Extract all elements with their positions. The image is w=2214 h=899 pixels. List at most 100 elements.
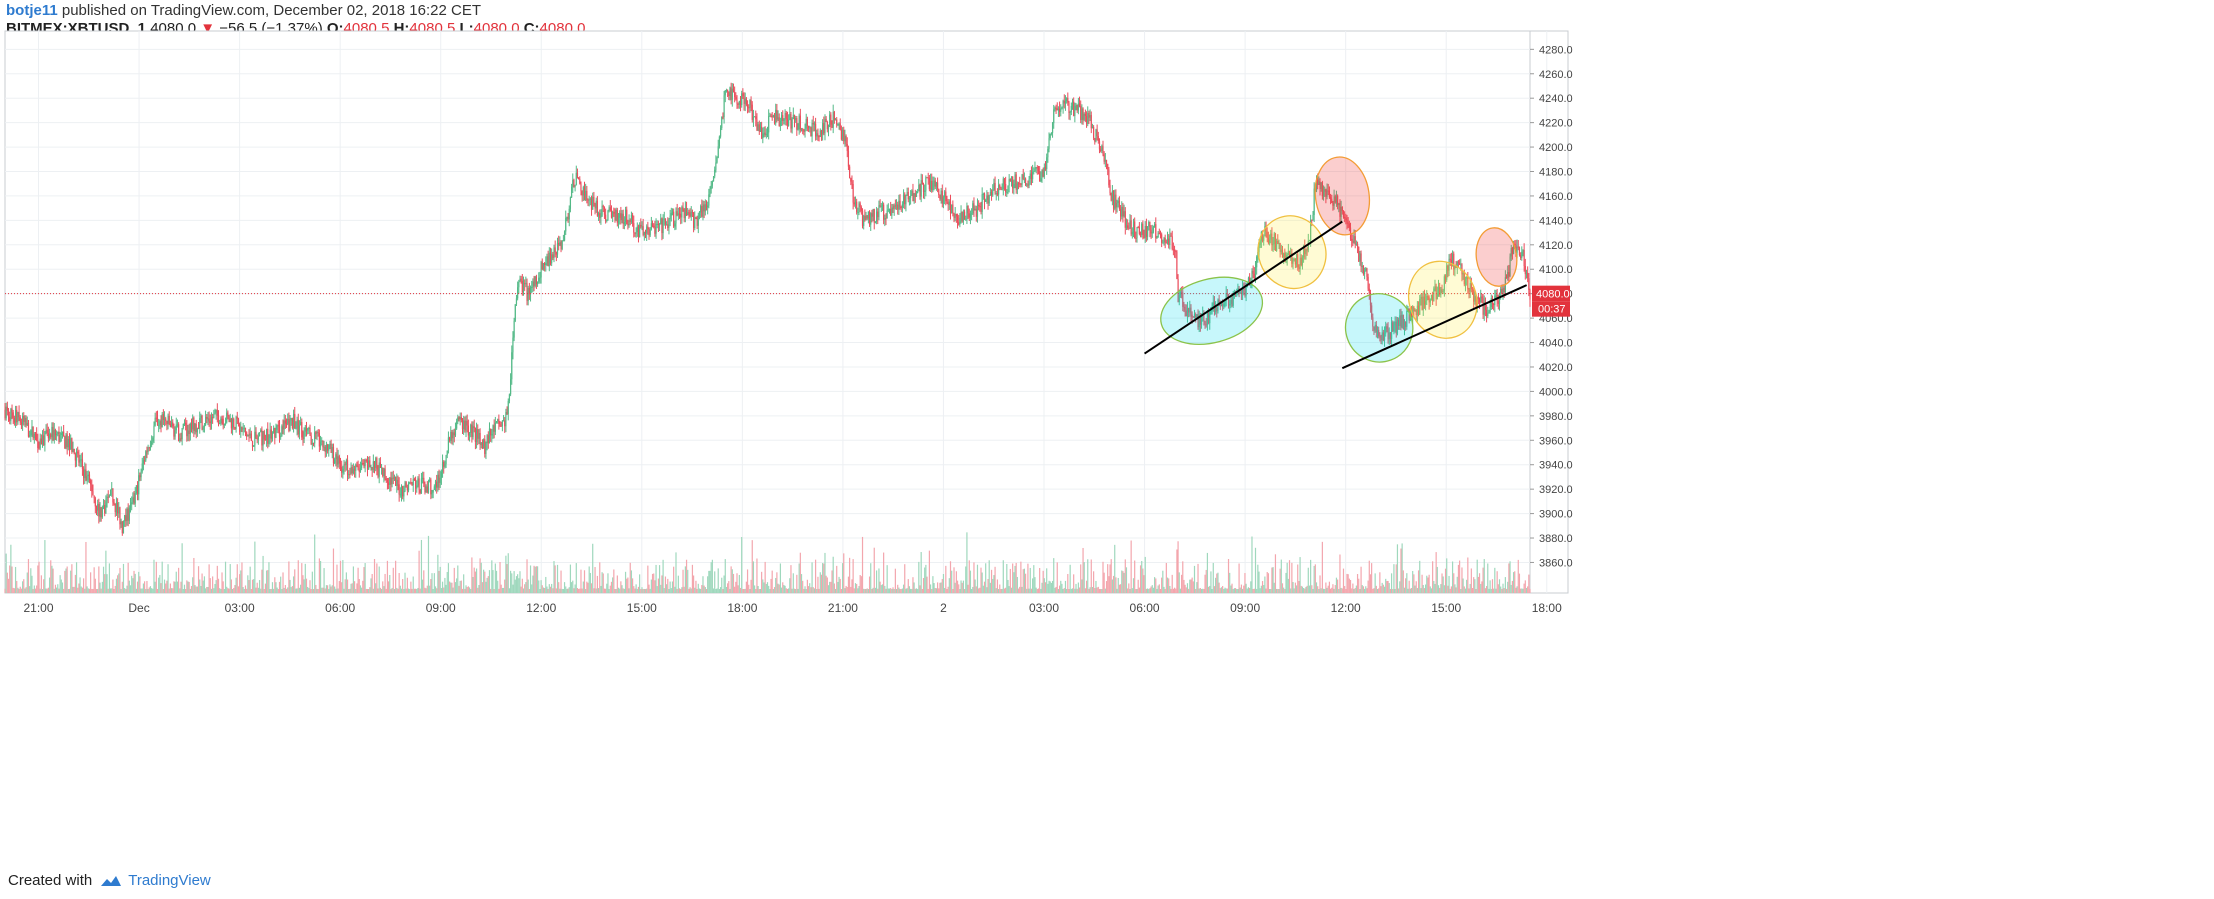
candle-body [1137,227,1139,229]
tradingview-link[interactable]: TradingView [100,872,211,889]
volume-bar [438,570,440,593]
volume-bar [97,588,99,593]
volume-bar [1525,587,1528,593]
volume-bar [322,587,324,593]
volume-bar [605,588,607,593]
candle-body [454,428,457,436]
volume-bar [583,570,586,593]
volume-bar [310,588,312,593]
volume-bar [1528,574,1530,593]
candle-body [362,463,364,465]
volume-bar [1461,567,1463,593]
candle-body [488,428,491,444]
candle-body [483,439,485,449]
volume-bar [439,566,441,593]
publisher-name[interactable]: botje11 [6,2,58,19]
candle-body [1125,225,1128,228]
candle-body [612,211,614,218]
volume-bar [95,588,98,593]
volume-bar [1130,540,1132,593]
candle-body [82,468,85,479]
volume-bar [1263,584,1265,593]
candle-body [1216,307,1218,312]
candle-body [1516,246,1518,253]
candle-body [1158,232,1160,235]
candle-body [480,442,482,445]
candle-body [678,213,681,215]
volume-bar [683,586,685,593]
candle-body [1220,304,1223,306]
candle-body [1332,203,1334,206]
volume-bar [358,579,360,593]
volume-bar [94,578,96,593]
volume-bar [1209,585,1211,593]
volume-bar [956,580,959,593]
candle-body [439,477,441,483]
candle-body [863,215,865,226]
volume-bar [861,536,864,593]
candle-body [831,124,833,128]
candle-body [792,114,794,119]
volume-bar [1040,588,1042,593]
candle-body [971,213,973,215]
volume-bar [1155,578,1157,593]
volume-bar [547,588,549,593]
volume-bar [411,588,413,593]
volume-bar [1337,579,1339,593]
candle-body [919,184,921,197]
candle-body [1080,106,1082,120]
volume-bar [109,588,112,593]
volume-bar [819,572,821,593]
candle-body [1144,225,1146,239]
volume-bar [586,581,588,593]
volume-bar [283,587,285,593]
volume-bar [400,588,403,593]
candle-body [1034,168,1036,172]
volume-bar [770,578,772,593]
candle-body [875,211,878,222]
candle-body [1414,310,1416,312]
volume-bar [59,575,61,593]
volume-bar [251,579,254,593]
candle-body [866,215,868,219]
y-tick-label: 4160.0 [1539,191,1573,203]
candle-body [300,422,302,426]
candle-body [716,157,718,163]
candle-body [495,421,498,423]
volume-bar [486,577,488,593]
volume-bar [1175,588,1177,593]
candle-body [1013,183,1015,189]
candle-body [789,114,791,120]
volume-bar [495,570,498,593]
candle-body [1094,138,1096,142]
volume-bar [664,576,667,593]
volume-bar [458,585,460,593]
candle-body [233,418,235,428]
candle-body [668,219,670,229]
volume-bar [75,562,78,593]
candle-body [307,428,309,431]
volume-bar [45,588,47,593]
candle-body [692,212,695,229]
x-tick-label: 06:00 [325,601,355,615]
candle-body [1310,219,1312,241]
volume-bar [142,583,145,593]
volume-bar [453,567,455,593]
candle-body [87,474,89,477]
candle-body [1422,296,1424,310]
volume-bar [1521,588,1523,593]
trendline [1144,220,1343,355]
volume-bar [125,588,127,593]
volume-bar [57,584,59,593]
volume-bar [1446,558,1448,593]
candle-body [994,182,996,194]
candle-body [1488,312,1490,314]
volume-bar [506,564,508,593]
volume-bar [1481,581,1483,593]
candle-body [1251,270,1253,283]
candle-body [899,200,901,207]
volume-bar [443,587,445,593]
volume-bar [263,588,265,593]
candle-body [570,186,573,198]
